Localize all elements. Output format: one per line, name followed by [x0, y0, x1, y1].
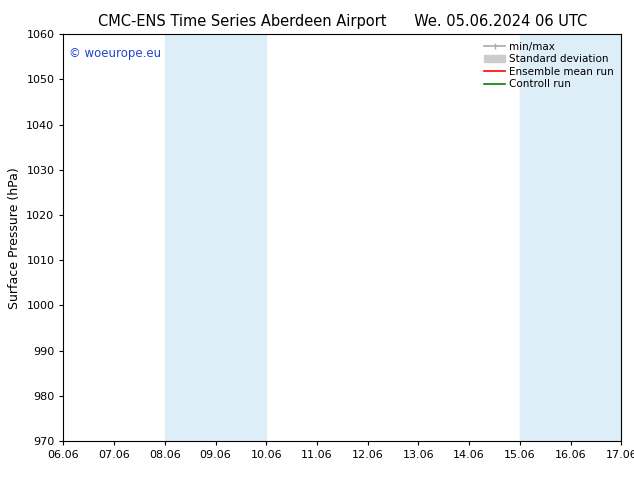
Text: © woeurope.eu: © woeurope.eu [69, 47, 161, 59]
Legend: min/max, Standard deviation, Ensemble mean run, Controll run: min/max, Standard deviation, Ensemble me… [482, 40, 616, 92]
Bar [165, 34, 216, 441]
Y-axis label: Surface Pressure (hPa): Surface Pressure (hPa) [8, 167, 21, 309]
Bar [520, 34, 571, 441]
Bar [571, 34, 621, 441]
Bar [216, 34, 266, 441]
Title: CMC-ENS Time Series Aberdeen Airport      We. 05.06.2024 06 UTC: CMC-ENS Time Series Aberdeen Airport We.… [98, 14, 587, 29]
